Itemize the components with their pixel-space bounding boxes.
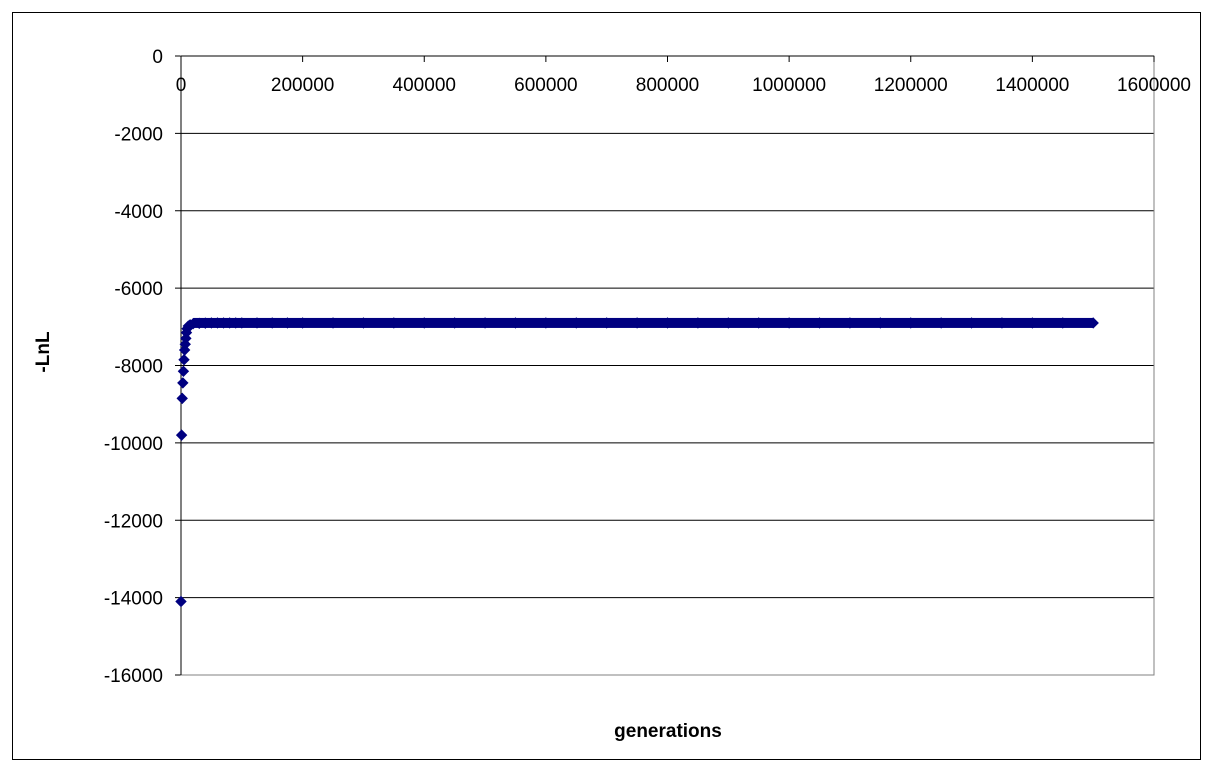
y-tick-label: -4000	[114, 202, 163, 223]
x-tick-label: 800000	[636, 75, 699, 96]
y-tick-label: -2000	[114, 124, 163, 145]
data-point	[175, 595, 187, 608]
y-tick-label: -10000	[104, 434, 163, 455]
x-axis-title: generations	[614, 721, 722, 742]
x-tick-label: 1600000	[1117, 75, 1191, 96]
x-tick-label: 400000	[393, 75, 456, 96]
x-tick-labels: 0 200000 400000 600000 800000 1000000 1200000 1…	[176, 75, 1191, 96]
y-tick-labels: 0 -2000 -4000 -6000 -8000 -10000 -12000 -14000 -…	[104, 47, 163, 687]
gridlines	[181, 55, 1154, 676]
y-tick-label: -14000	[104, 589, 163, 610]
y-axis-title: -LnL	[33, 331, 54, 373]
y-tick-label: -12000	[104, 511, 163, 532]
x-tick-label: 1000000	[752, 75, 826, 96]
data-point	[178, 353, 190, 366]
y-tick-label: -8000	[114, 357, 163, 378]
axes	[175, 55, 1155, 676]
data-point	[177, 377, 189, 389]
data-point	[177, 365, 190, 378]
chart-frame: 0 200000 400000 600000 800000 1000000 1200000 1…	[12, 12, 1201, 760]
y-tick-label: 0	[152, 47, 163, 68]
x-tick-label: 600000	[514, 75, 577, 96]
x-tick-label: 200000	[271, 75, 334, 96]
data-point	[175, 429, 188, 441]
y-tick-label: -6000	[114, 279, 163, 300]
data-point	[176, 392, 188, 405]
x-tick-label: 1400000	[995, 75, 1069, 96]
data-points	[175, 317, 1099, 608]
dense-point-band	[193, 317, 1094, 328]
y-tick-label: -16000	[104, 666, 163, 687]
scatter-chart: 0 200000 400000 600000 800000 1000000 1200000 1…	[33, 47, 1191, 742]
x-tick-label: 0	[176, 75, 187, 96]
x-tick-label: 1200000	[874, 75, 948, 96]
